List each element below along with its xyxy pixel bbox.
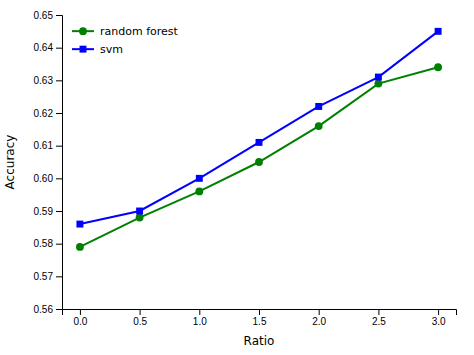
y-tick: 0.56 bbox=[34, 304, 62, 315]
y-tick-mark bbox=[56, 178, 62, 179]
x-tick: 1.5 bbox=[253, 309, 267, 327]
y-tick: 0.58 bbox=[34, 238, 62, 249]
y-tick: 0.62 bbox=[34, 108, 62, 119]
y-tick-label: 0.65 bbox=[34, 10, 54, 21]
legend-label: random forest bbox=[100, 25, 179, 38]
series-marker bbox=[136, 214, 144, 222]
x-tick: 2.5 bbox=[372, 309, 386, 327]
x-tick: 3.0 bbox=[432, 309, 446, 327]
y-tick-label: 0.64 bbox=[34, 42, 54, 53]
legend-symbol bbox=[79, 27, 87, 35]
series bbox=[76, 28, 441, 228]
series-marker bbox=[255, 158, 263, 166]
chart: 0.0 0.5 1.0 1.5 2.0 2.5 3.0 0.56 0.57 0.58 0.59 0.6… bbox=[0, 0, 474, 355]
x-tick: 2.0 bbox=[312, 309, 326, 327]
y-axis-title: Accuracy bbox=[3, 135, 17, 190]
y-tick-mark bbox=[56, 309, 62, 310]
x-tick-label: 2.5 bbox=[372, 316, 386, 327]
series-marker bbox=[315, 103, 322, 110]
y-tick: 0.65 bbox=[34, 10, 62, 21]
y-axis: 0.56 0.57 0.58 0.59 0.60 0.61 0.62 0.63 0.64 0.65 bbox=[34, 10, 63, 315]
x-tick-mark bbox=[438, 309, 439, 315]
y-tick-label: 0.62 bbox=[34, 108, 54, 119]
y-axis-line bbox=[56, 16, 63, 310]
x-tick: 0.5 bbox=[133, 309, 147, 327]
y-tick-mark bbox=[56, 15, 62, 16]
series-marker bbox=[434, 63, 442, 71]
x-tick-mark bbox=[319, 309, 320, 315]
x-tick-label: 2.0 bbox=[312, 316, 326, 327]
legend-label: svm bbox=[100, 43, 123, 56]
x-tick-mark bbox=[259, 309, 260, 315]
y-tick-label: 0.61 bbox=[34, 140, 54, 151]
legend-item: random forest bbox=[72, 25, 179, 38]
series-group bbox=[76, 28, 442, 251]
x-axis: 0.0 0.5 1.0 1.5 2.0 2.5 3.0 bbox=[63, 309, 457, 327]
y-tick-label: 0.63 bbox=[34, 75, 54, 86]
y-tick-label: 0.57 bbox=[34, 271, 54, 282]
y-tick-mark bbox=[56, 113, 62, 114]
x-axis-title: Ratio bbox=[244, 334, 275, 348]
legend-symbol bbox=[80, 46, 87, 53]
series bbox=[76, 63, 442, 250]
series-line bbox=[80, 67, 438, 247]
y-tick-mark bbox=[56, 276, 62, 277]
y-tick-mark bbox=[56, 211, 62, 212]
x-tick: 1.0 bbox=[193, 309, 207, 327]
y-tick-label: 0.56 bbox=[34, 304, 54, 315]
y-tick-mark bbox=[56, 48, 62, 49]
y-tick-label: 0.60 bbox=[34, 173, 54, 184]
y-tick: 0.57 bbox=[34, 271, 62, 282]
x-tick-label: 0.5 bbox=[133, 316, 147, 327]
series-line bbox=[80, 31, 438, 224]
y-tick-mark bbox=[56, 80, 62, 81]
x-axis-line bbox=[63, 310, 457, 316]
series-marker bbox=[195, 187, 203, 195]
y-tick: 0.64 bbox=[34, 42, 62, 53]
y-tick-mark bbox=[56, 146, 62, 147]
series-marker bbox=[375, 74, 382, 81]
series-marker bbox=[256, 139, 263, 146]
y-tick-mark bbox=[56, 244, 62, 245]
series-marker bbox=[435, 28, 442, 35]
x-tick-label: 0.0 bbox=[73, 316, 87, 327]
legend-item: svm bbox=[72, 43, 123, 56]
series-marker bbox=[374, 80, 382, 88]
y-tick-label: 0.59 bbox=[34, 206, 54, 217]
y-tick: 0.59 bbox=[34, 206, 62, 217]
y-tick: 0.61 bbox=[34, 140, 62, 151]
x-tick-mark bbox=[80, 309, 81, 315]
series-marker bbox=[76, 243, 84, 251]
plot-area: 0.0 0.5 1.0 1.5 2.0 2.5 3.0 0.56 0.57 0.58 0.59 0.6… bbox=[3, 10, 457, 348]
x-tick-mark bbox=[378, 309, 379, 315]
x-tick-mark bbox=[140, 309, 141, 315]
x-tick-mark bbox=[199, 309, 200, 315]
series-marker bbox=[196, 175, 203, 182]
y-tick-label: 0.58 bbox=[34, 238, 54, 249]
legend: random forest svm bbox=[72, 25, 179, 56]
y-tick: 0.60 bbox=[34, 173, 62, 184]
x-tick: 0.0 bbox=[73, 309, 87, 327]
series-marker bbox=[136, 208, 143, 215]
series-marker bbox=[76, 221, 83, 228]
x-tick-label: 3.0 bbox=[432, 316, 446, 327]
y-tick: 0.63 bbox=[34, 75, 62, 86]
series-marker bbox=[315, 122, 323, 130]
x-tick-label: 1.5 bbox=[253, 316, 267, 327]
x-tick-label: 1.0 bbox=[193, 316, 207, 327]
